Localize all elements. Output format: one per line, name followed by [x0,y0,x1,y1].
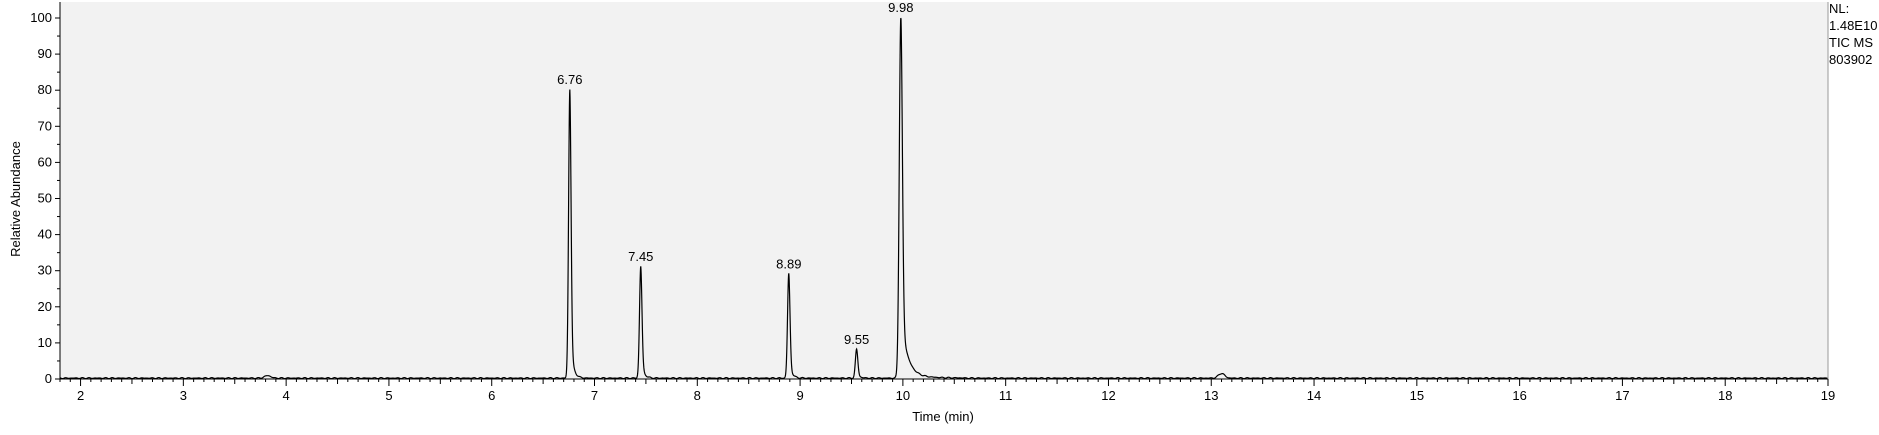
x-tick-label: 18 [1718,388,1732,403]
y-axis-title: Relative Abundance [8,141,23,257]
x-tick-label: 5 [385,388,392,403]
x-tick-label: 12 [1101,388,1115,403]
info-scan-type: TIC MS [1829,35,1874,50]
x-tick-label: 14 [1307,388,1321,403]
plot-area [60,2,1828,379]
y-tick-label: 100 [30,10,52,25]
y-tick-label: 60 [38,154,52,169]
y-tick-label: 10 [38,335,52,350]
x-tick-label: 7 [591,388,598,403]
peak-labels: 6.76 7.45 8.89 9.55 9.98 [557,0,913,347]
x-tick-label: 8 [694,388,701,403]
x-tick-label: 2 [77,388,84,403]
x-tick-label: 10 [896,388,910,403]
y-tick-label: 0 [45,371,52,386]
info-file-id: 803902 [1829,52,1873,67]
x-tick-label: 3 [180,388,187,403]
y-tick-label: 20 [38,299,52,314]
peak-label: 8.89 [776,256,801,271]
y-tick-label: 30 [38,263,52,278]
x-axis-title: Time (min) [912,409,974,424]
x-tick-label: 6 [488,388,495,403]
y-tick-label: 40 [38,227,52,242]
y-tick-label: 90 [38,46,52,61]
x-tick-label: 16 [1512,388,1526,403]
y-tick-label: 50 [38,191,52,206]
peak-label: 9.98 [888,0,913,15]
x-tick-label: 9 [796,388,803,403]
x-tick-label: 11 [999,388,1013,403]
info-nl-label: NL: [1829,1,1850,16]
x-tick-label: 19 [1821,388,1835,403]
x-tick-label: 13 [1204,388,1218,403]
x-tick-label: 4 [283,388,290,403]
x-tick-label: 17 [1615,388,1629,403]
y-tick-label: 70 [38,118,52,133]
info-nl-value: 1.48E10 [1829,18,1878,33]
peak-label: 6.76 [557,72,582,87]
peak-label: 9.55 [844,332,869,347]
peak-label: 7.45 [628,249,653,264]
y-axis: 0 10 20 30 40 50 60 70 80 90 100 [30,10,60,386]
x-axis: 2 3 4 5 6 7 8 9 10 11 12 13 14 15 16 17 18 19 [59,379,1835,403]
x-tick-label: 15 [1410,388,1424,403]
y-tick-label: 80 [38,82,52,97]
